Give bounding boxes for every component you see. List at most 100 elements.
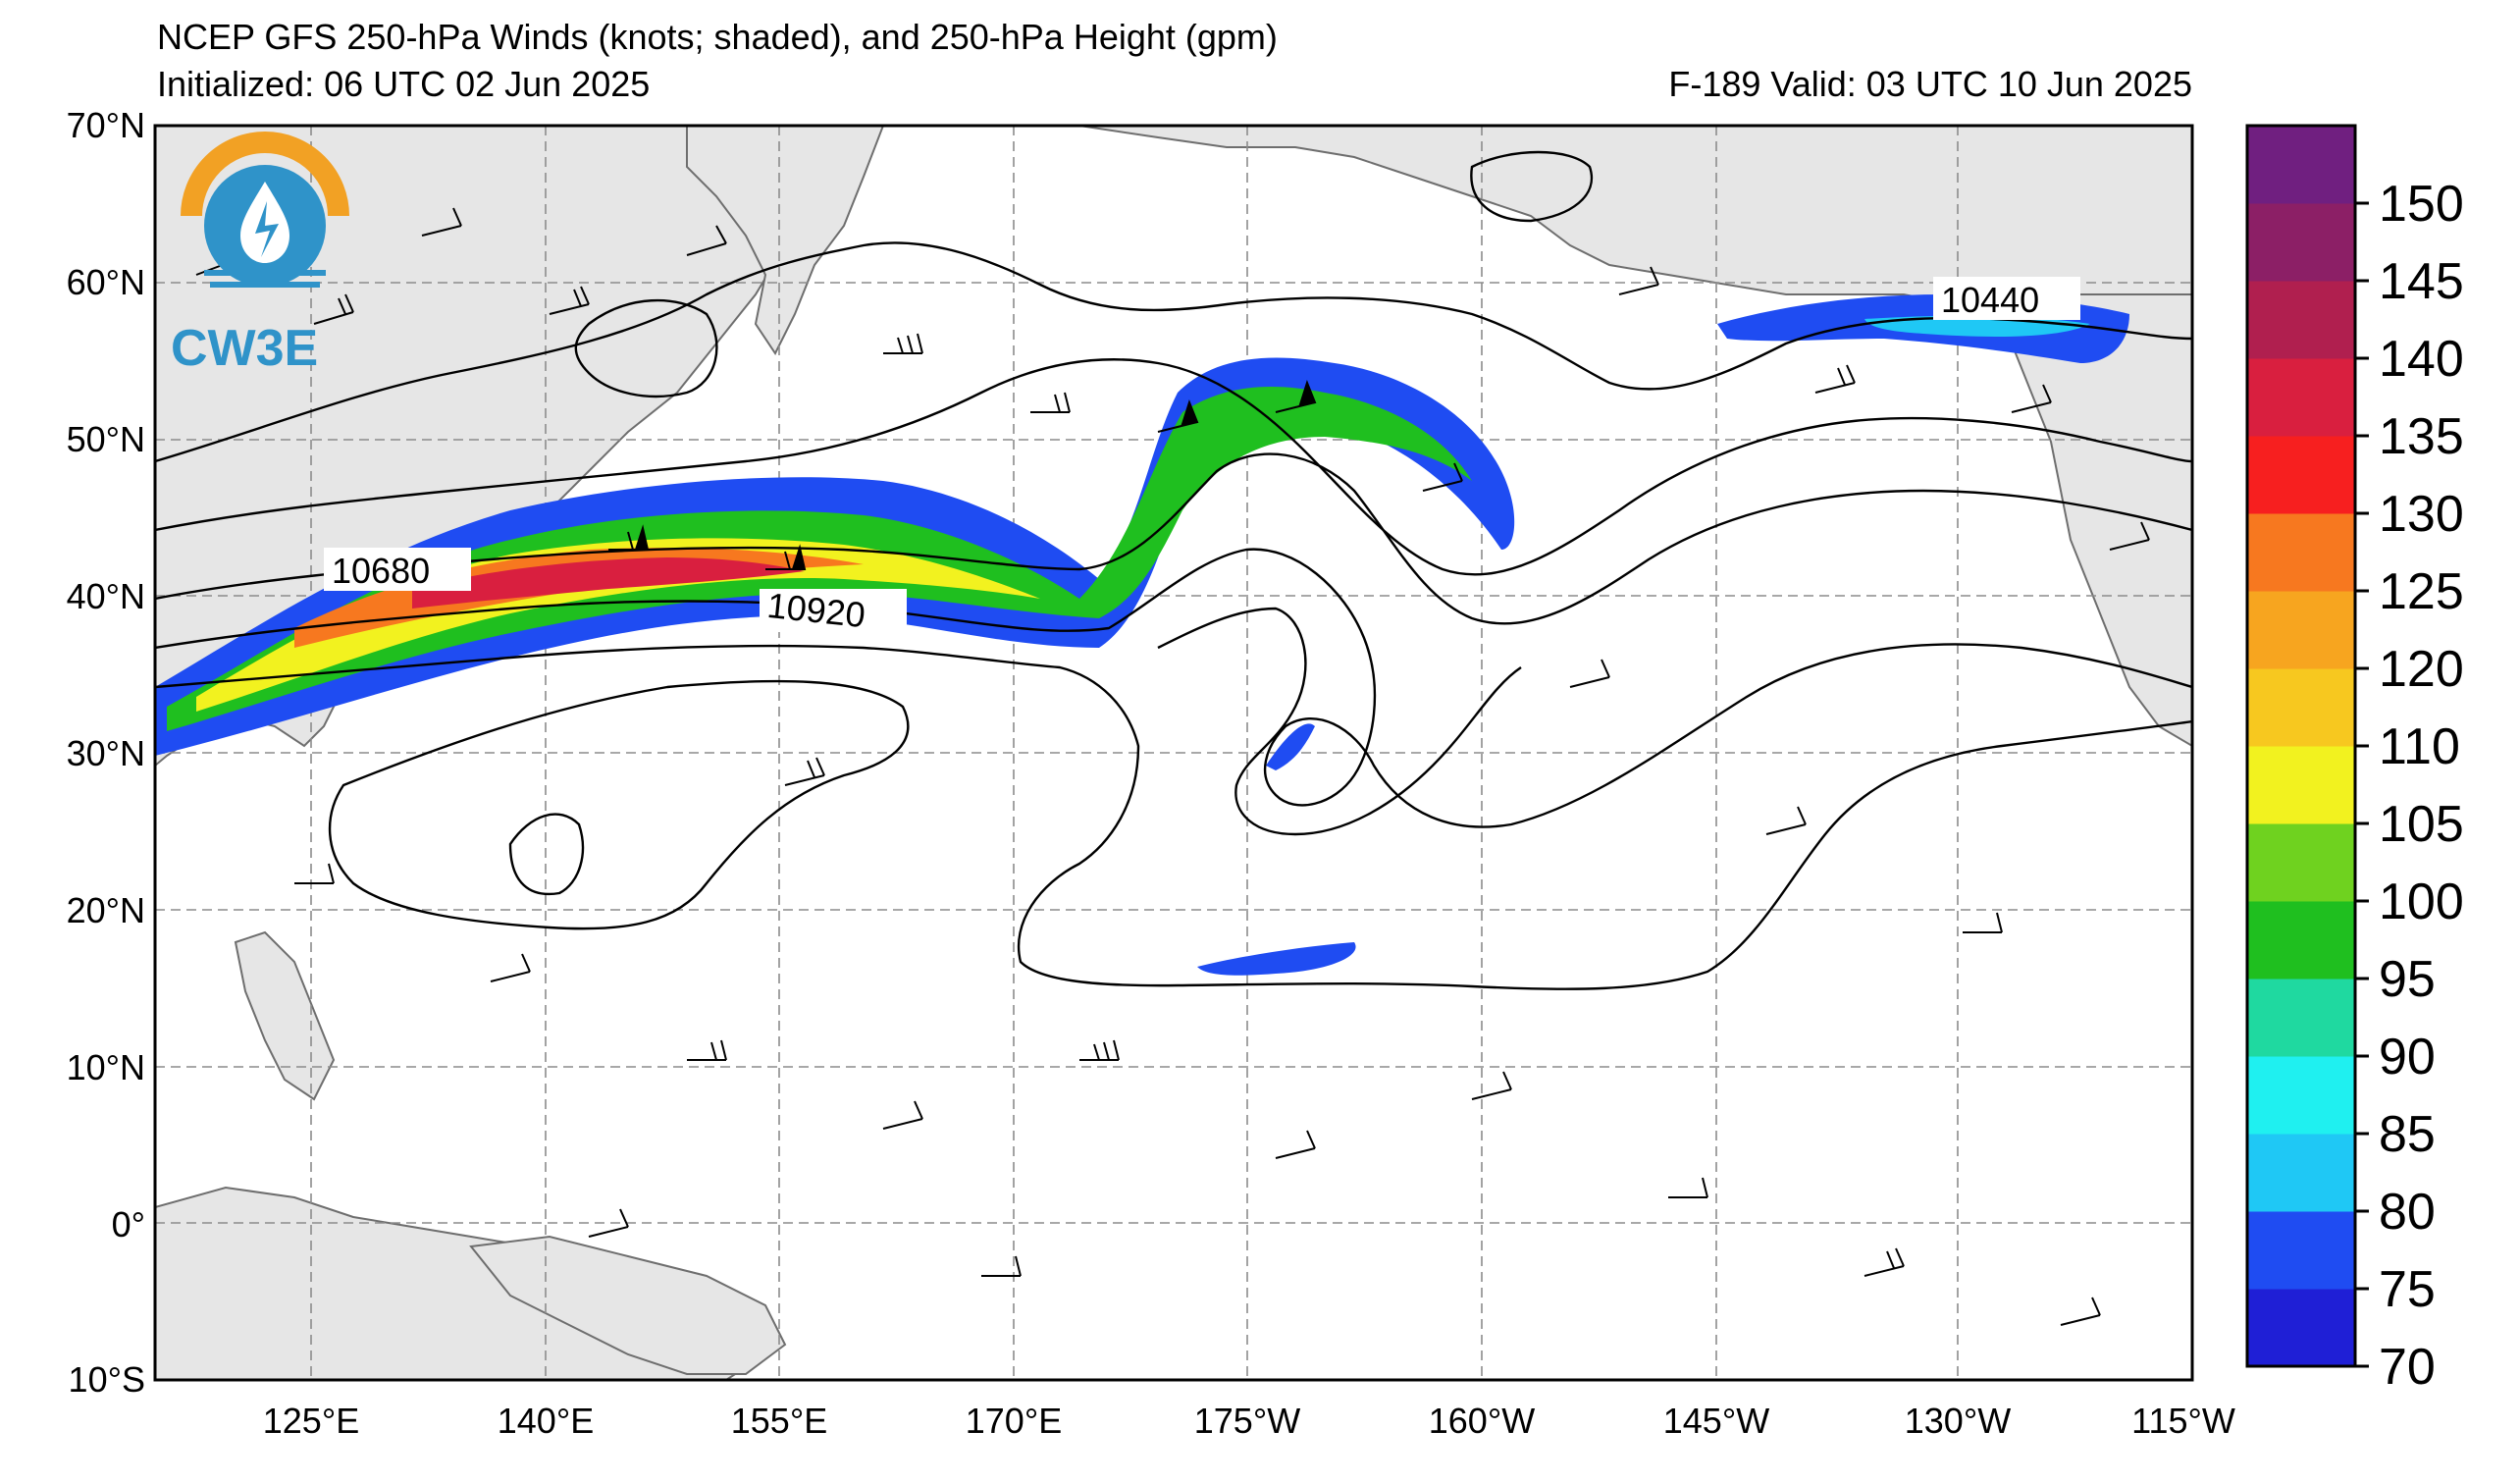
colorbar-segment bbox=[2247, 746, 2355, 824]
wind-barb bbox=[1963, 912, 2003, 933]
lat-label: 0° bbox=[112, 1204, 145, 1245]
contour-10800 bbox=[155, 548, 2192, 828]
wind-barb bbox=[588, 1208, 629, 1238]
wind-barb bbox=[1569, 659, 1610, 688]
lon-label: 130°W bbox=[1905, 1401, 2011, 1441]
wind-barb bbox=[421, 207, 462, 237]
wind-barb bbox=[1471, 1071, 1512, 1100]
colorbar-segment bbox=[2247, 436, 2355, 514]
wind-barb bbox=[1765, 806, 1807, 835]
colorbar-tick-label: 75 bbox=[2379, 1261, 2436, 1318]
colorbar-segment bbox=[2247, 513, 2355, 592]
colorbar: 70 75 80 85 90 95 100 105 110 120 125 130 135 140 145 1… bbox=[2245, 124, 2464, 1396]
land-kamchatka bbox=[686, 126, 885, 355]
colorbar-tick-label: 140 bbox=[2379, 331, 2464, 388]
contour-closed-north bbox=[574, 298, 718, 398]
lon-label: 160°W bbox=[1429, 1401, 1535, 1441]
wind-barb bbox=[1668, 1177, 1708, 1198]
initialized-time: Initialized: 06 UTC 02 Jun 2025 bbox=[157, 64, 651, 104]
contour-labels: 10680 10920 10440 bbox=[324, 277, 2080, 635]
logo-text: CW3E bbox=[171, 320, 318, 377]
wind-barb bbox=[1864, 1247, 1905, 1277]
lat-label: 40°N bbox=[67, 576, 145, 616]
wind-barb bbox=[1157, 399, 1199, 433]
latitude-labels: 70°N 60°N 50°N 40°N 30°N 20°N 10°N 0° 10… bbox=[67, 105, 145, 1400]
contour-10440 bbox=[155, 241, 2192, 463]
wind-barb bbox=[1275, 380, 1317, 413]
colorbar-tick-label: 100 bbox=[2379, 874, 2464, 930]
colorbar-segment bbox=[2247, 126, 2355, 204]
colorbar-tick-label: 90 bbox=[2379, 1029, 2436, 1086]
colorbar-tick-label: 145 bbox=[2379, 253, 2464, 310]
colorbar-tick-label: 125 bbox=[2379, 563, 2464, 620]
lat-label: 30°N bbox=[67, 733, 145, 773]
contour-south-wave bbox=[1157, 607, 1522, 836]
valid-time: F-189 Valid: 03 UTC 10 Jun 2025 bbox=[1668, 64, 2192, 104]
colorbar-tick-label: 95 bbox=[2379, 951, 2436, 1008]
lat-label: 10°S bbox=[69, 1359, 145, 1400]
jet-band-135 bbox=[412, 557, 805, 609]
colorbar-segment bbox=[2247, 1289, 2355, 1367]
wind-barb bbox=[981, 1255, 1022, 1277]
contour-10980-pool bbox=[328, 679, 910, 930]
lon-label: 125°E bbox=[263, 1401, 359, 1441]
lat-label: 50°N bbox=[67, 419, 145, 459]
height-contours bbox=[155, 150, 2192, 990]
logo-sun-arc bbox=[181, 132, 349, 217]
lon-label: 115°W bbox=[2131, 1401, 2235, 1441]
lat-label: 60°N bbox=[67, 262, 145, 302]
wind-barb bbox=[687, 1039, 727, 1061]
colorbar-segment bbox=[2247, 1134, 2355, 1212]
colorbar-tick-label: 110 bbox=[2379, 718, 2460, 775]
map-frame bbox=[153, 124, 2194, 1382]
jet-band-cutoff bbox=[1266, 723, 1315, 770]
jet-stream-shading bbox=[155, 294, 2129, 976]
colorbar-tick-label: 70 bbox=[2379, 1339, 2436, 1396]
wind-barb bbox=[1079, 1039, 1120, 1061]
lon-label: 170°E bbox=[966, 1401, 1062, 1441]
colorbar-tick-label: 150 bbox=[2379, 176, 2464, 233]
wind-barb bbox=[1030, 392, 1071, 413]
colorbar-tick-label: 85 bbox=[2379, 1106, 2436, 1163]
lat-label: 10°N bbox=[67, 1047, 145, 1087]
lat-label: 70°N bbox=[67, 105, 145, 145]
colorbar-segment bbox=[2247, 591, 2355, 669]
wind-barb bbox=[1814, 364, 1856, 394]
lon-label: 175°W bbox=[1194, 1401, 1300, 1441]
colorbar-segment bbox=[2247, 1211, 2355, 1290]
colorbar-segment bbox=[2247, 979, 2355, 1057]
wind-barb bbox=[882, 1100, 923, 1130]
wind-barb bbox=[313, 293, 354, 325]
wind-barb bbox=[549, 286, 590, 315]
wind-barb bbox=[2060, 1297, 2101, 1326]
colorbar-segment bbox=[2247, 281, 2355, 359]
colorbar-tick-label: 105 bbox=[2379, 796, 2464, 853]
wind-barb bbox=[2011, 384, 2052, 413]
contour-10680 bbox=[155, 452, 2192, 625]
jet-band-south bbox=[1197, 942, 1356, 976]
wind-barb bbox=[1275, 1130, 1316, 1159]
colorbar-segment bbox=[2247, 358, 2355, 437]
colorbar-segment bbox=[2247, 668, 2355, 747]
contour-label-10680: 10680 bbox=[332, 551, 430, 591]
wind-barb bbox=[765, 544, 807, 570]
colorbar-tick-label: 130 bbox=[2379, 486, 2464, 543]
lon-label: 140°E bbox=[498, 1401, 594, 1441]
colorbar-segment bbox=[2247, 1056, 2355, 1135]
contour-10980-inner bbox=[508, 813, 585, 896]
land-new-guinea bbox=[469, 1235, 787, 1375]
contour-label-10440: 10440 bbox=[1941, 280, 2039, 320]
wind-barb bbox=[1618, 266, 1659, 295]
contour-10560 bbox=[155, 358, 2192, 576]
wind-barbs bbox=[195, 207, 2150, 1326]
land-canada bbox=[1990, 293, 2192, 748]
lon-label: 145°W bbox=[1663, 1401, 1769, 1441]
colorbar-tick-label: 120 bbox=[2379, 641, 2464, 698]
wind-barb bbox=[2109, 521, 2150, 551]
contour-10920 bbox=[155, 644, 2192, 990]
longitude-labels: 125°E 140°E 155°E 170°E 175°W 160°W 145°… bbox=[263, 1401, 2235, 1441]
colorbar-tick-label: 135 bbox=[2379, 408, 2464, 465]
colorbar-segment bbox=[2247, 203, 2355, 282]
colorbar-segment bbox=[2247, 901, 2355, 980]
wind-barb bbox=[608, 524, 650, 551]
